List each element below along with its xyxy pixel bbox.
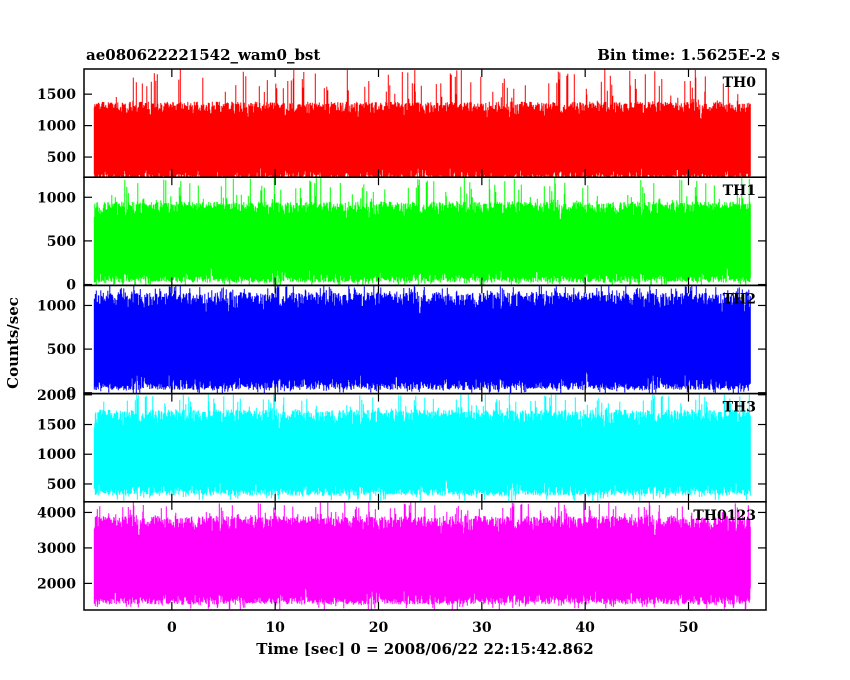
series-label-th2: TH2 bbox=[723, 291, 756, 307]
series-label-th0123: TH0123 bbox=[693, 508, 756, 524]
series-label-th0: TH0 bbox=[723, 75, 757, 91]
y-tick-label: 500 bbox=[47, 342, 76, 358]
series-trace-th1 bbox=[93, 177, 751, 286]
series-label-th1: TH1 bbox=[723, 183, 756, 199]
y-tick-label: 500 bbox=[47, 150, 76, 166]
y-tick-label: 500 bbox=[47, 477, 76, 493]
x-tick-label: 20 bbox=[369, 620, 389, 636]
y-axis-label: Counts/sec bbox=[4, 297, 22, 389]
y-tick-label: 0 bbox=[66, 386, 76, 402]
y-tick-label: 0 bbox=[66, 278, 76, 294]
x-tick-label: 40 bbox=[575, 620, 595, 636]
x-tick-label: 30 bbox=[472, 620, 492, 636]
panel-th3: 500 1000 1500 2000 TH3 bbox=[37, 388, 767, 503]
chart-title-right: Bin time: 1.5625E-2 s bbox=[597, 46, 780, 64]
series-label-th3: TH3 bbox=[723, 400, 756, 416]
chart-title-left: ae080622221542_wam0_bst bbox=[86, 46, 320, 64]
panel-frame bbox=[83, 501, 767, 611]
y-tick-label: 2000 bbox=[37, 576, 76, 592]
y-tick-label: 1500 bbox=[37, 87, 76, 103]
y-tick-label: 500 bbox=[47, 234, 76, 250]
panel-th2: 0 500 1000 TH2 bbox=[37, 284, 767, 402]
y-tick-label: 1000 bbox=[37, 119, 76, 135]
series-trace-th2 bbox=[93, 285, 751, 394]
y-tick-label: 1000 bbox=[37, 447, 76, 463]
y-tick-label: 1500 bbox=[37, 418, 76, 434]
series-trace-th0 bbox=[93, 69, 751, 178]
x-tick-label: 0 bbox=[167, 620, 177, 636]
x-tick-label: 50 bbox=[679, 620, 699, 636]
panel-th0: 500 1000 1500 TH0 bbox=[37, 68, 767, 178]
x-axis-label: Time [sec] 0 = 2008/06/22 22:15:42.862 bbox=[256, 640, 593, 658]
panel-th0123: 2000 3000 4000 TH0123 bbox=[37, 501, 767, 611]
y-tick-label: 1000 bbox=[37, 298, 76, 314]
series-trace-th0123 bbox=[93, 501, 751, 610]
y-tick-label: 1000 bbox=[37, 190, 76, 206]
panels-group: 500 1000 1500 TH0 0 500 1000 TH1 0 500 1000 TH2 500 1… bbox=[37, 68, 767, 611]
y-tick-label: 3000 bbox=[37, 541, 76, 557]
y-tick-label: 2000 bbox=[37, 388, 76, 404]
y-tick-label: 4000 bbox=[37, 505, 76, 521]
x-tick-label: 10 bbox=[265, 620, 285, 636]
x-axis-ticks: 0 10 20 30 40 50 bbox=[167, 620, 699, 636]
panel-th1: 0 500 1000 TH1 bbox=[37, 176, 767, 294]
series-trace-th3 bbox=[93, 393, 751, 502]
